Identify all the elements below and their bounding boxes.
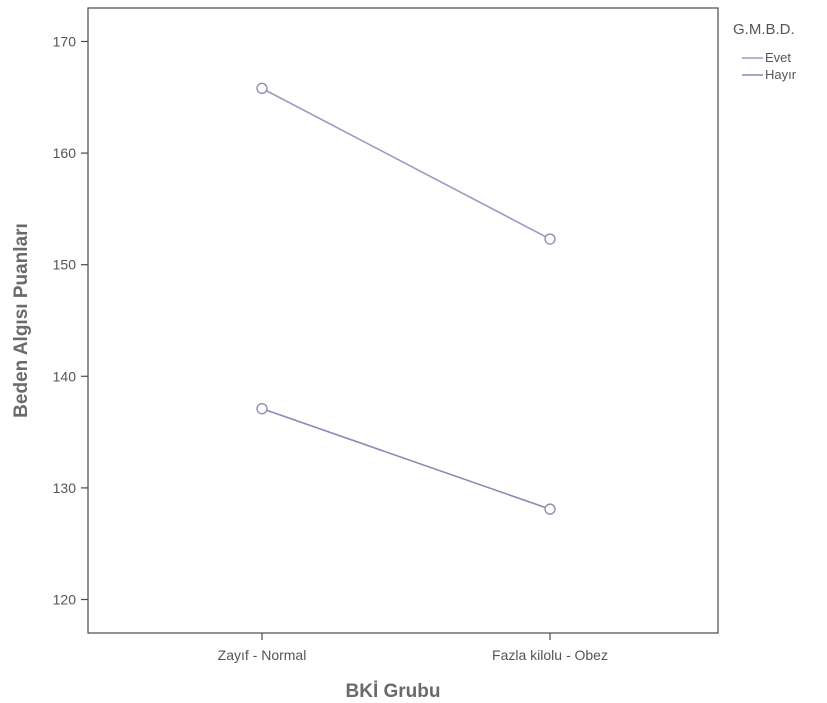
y-tick-label: 120 [53,592,77,608]
legend-label: Evet [765,50,791,65]
y-tick-label: 160 [53,145,77,161]
data-point [544,503,556,515]
y-tick-label: 130 [53,480,77,496]
series-line-2 [261,407,551,510]
x-axis-title: BKİ Grubu [346,681,441,702]
legend-title: G.M.B.D. [733,21,795,38]
x-tick-label: Fazla kilolu - Obez [492,647,608,663]
data-point [256,402,268,415]
y-axis-title: Beden Algısı Puanları [11,223,32,418]
x-tick-label: Zayıf - Normal [218,647,307,663]
series-line-1 [261,87,551,240]
y-tick-label: 140 [53,368,77,384]
data-point [544,233,556,245]
y-tick-label: 170 [53,33,77,49]
data-point [256,82,268,95]
legend-label: Hayır [765,67,797,82]
y-tick-label: 150 [53,257,77,273]
plot-frame [87,7,719,634]
